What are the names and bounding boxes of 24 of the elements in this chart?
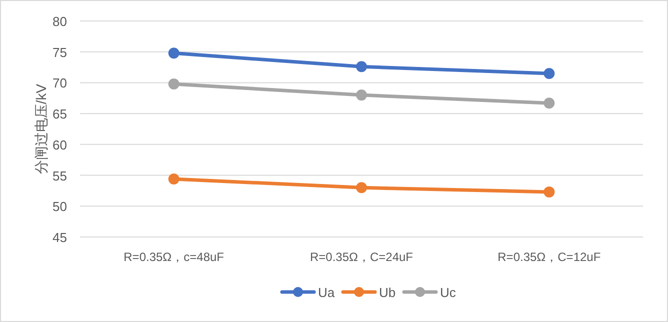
y-tick-label: 60 — [52, 137, 67, 152]
point — [544, 68, 555, 79]
y-axis-title: 分闸过电压/kV — [33, 83, 49, 174]
point — [356, 182, 367, 194]
x-tick-label: R=0.35Ω，C=24uF — [310, 250, 414, 264]
point — [356, 61, 367, 72]
point — [168, 48, 180, 59]
y-tick-label: 75 — [52, 44, 67, 60]
y-tick-label: 65 — [52, 106, 67, 122]
point — [544, 98, 555, 109]
y-tick-label: 80 — [52, 14, 67, 29]
y-tick-label: 70 — [52, 76, 67, 91]
x-tick-label: R=0.35Ω，c=48uF — [124, 250, 224, 264]
point — [168, 78, 180, 90]
y-tick-label: 45 — [52, 230, 67, 245]
legend-label: Ub — [379, 285, 396, 300]
point — [168, 173, 180, 184]
legend-label: Ua — [318, 285, 336, 300]
y-tick-label: 50 — [52, 199, 67, 214]
legend-label: Uc — [440, 285, 456, 300]
y-tick-label: 55 — [52, 168, 67, 184]
point — [544, 186, 555, 198]
x-tick-label: R=0.35Ω，C=12uF — [498, 250, 601, 264]
point — [356, 90, 367, 101]
